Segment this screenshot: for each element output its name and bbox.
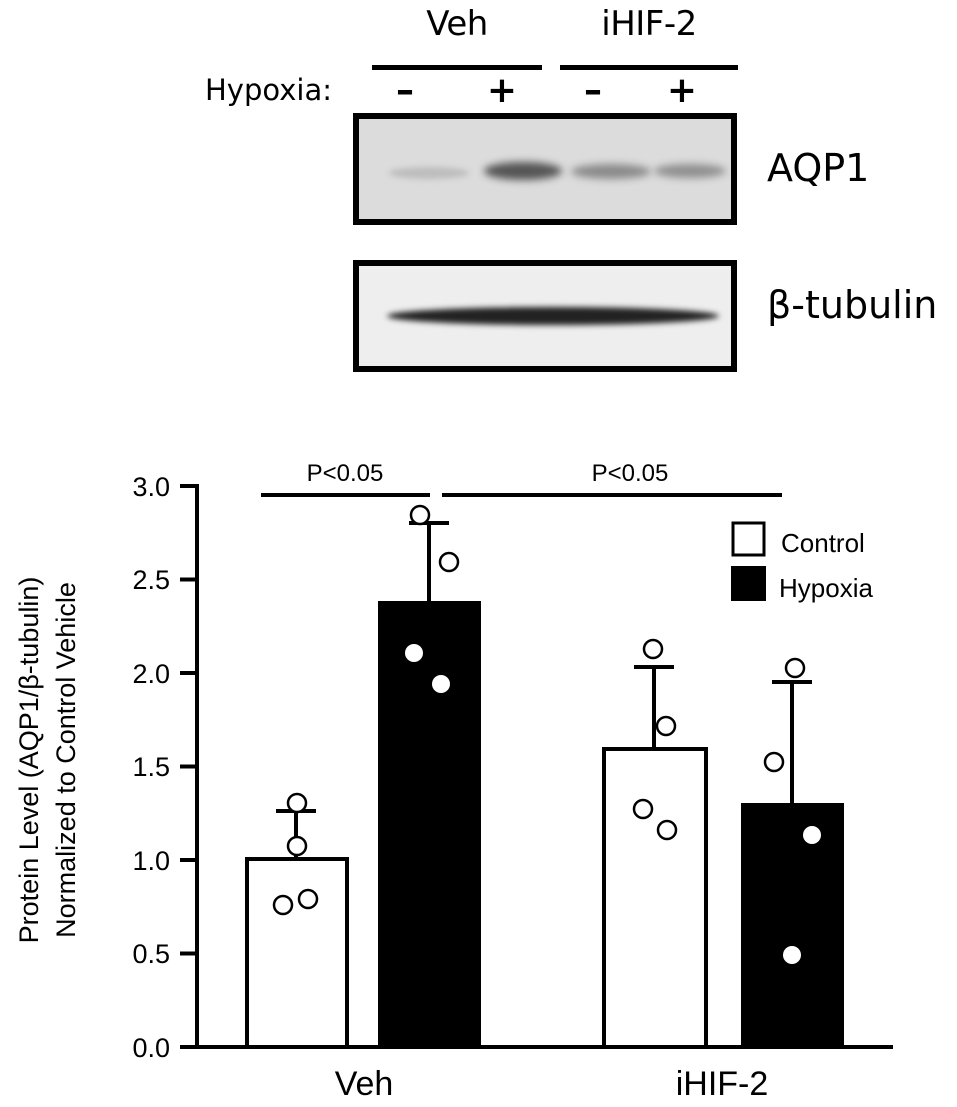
points-ihif2-control <box>632 638 678 841</box>
x-category-ihif2: iHIF-2 <box>676 1065 769 1103</box>
bar-veh-control <box>245 809 349 1049</box>
y-ticks <box>180 484 197 1049</box>
legend-swatch-control <box>731 521 766 557</box>
group-label-ihif2: iHIF-2 <box>601 4 697 44</box>
lane-sign-2: + <box>486 70 518 111</box>
blot-label-beta-tubulin: β-tubulin <box>767 283 938 327</box>
blot-label-aqp1: AQP1 <box>767 146 870 190</box>
group-label-veh: Veh <box>426 4 488 44</box>
y-tick-label: 1.0 <box>132 846 170 876</box>
points-veh-hypoxia <box>405 504 460 693</box>
y-tick-label: 2.5 <box>132 565 170 595</box>
bar-ihif2-hypoxia <box>741 680 844 1047</box>
points-veh-control <box>272 792 319 916</box>
y-axis-title-line2: Normalized to Control Vehicle <box>51 582 81 938</box>
lane-sign-4: + <box>666 70 698 111</box>
y-tick-label: 2.0 <box>132 659 170 689</box>
significance-label-2: P<0.05 <box>592 460 669 487</box>
y-tick-label: 3.0 <box>132 472 170 502</box>
lane-sign-1: – <box>396 70 414 111</box>
legend: Control Hypoxia <box>731 521 873 603</box>
legend-label-hypoxia: Hypoxia <box>779 573 873 603</box>
x-category-veh: Veh <box>335 1065 394 1103</box>
y-tick-label: 1.5 <box>132 752 170 782</box>
blot-image-beta-tubulin <box>353 260 737 372</box>
bar-veh-hypoxia <box>378 521 481 1047</box>
group-line-ihif2 <box>560 65 738 70</box>
points-ihif2-hypoxia <box>763 657 821 964</box>
blot-image-aqp1 <box>353 113 737 225</box>
bar-ihif2-control <box>602 665 708 1049</box>
legend-swatch-hypoxia <box>731 566 766 601</box>
significance-label-1: P<0.05 <box>307 460 384 487</box>
lane-sign-3: – <box>584 70 602 111</box>
group-line-veh <box>372 65 542 70</box>
hypoxia-row-label: Hypoxia: <box>205 73 332 107</box>
y-axis-title-line1: Protein Level (AQP1/β-tubulin) <box>14 577 44 944</box>
legend-label-control: Control <box>781 528 865 558</box>
y-tick-label: 0.5 <box>132 939 170 969</box>
y-tick-label: 0.0 <box>132 1033 170 1063</box>
